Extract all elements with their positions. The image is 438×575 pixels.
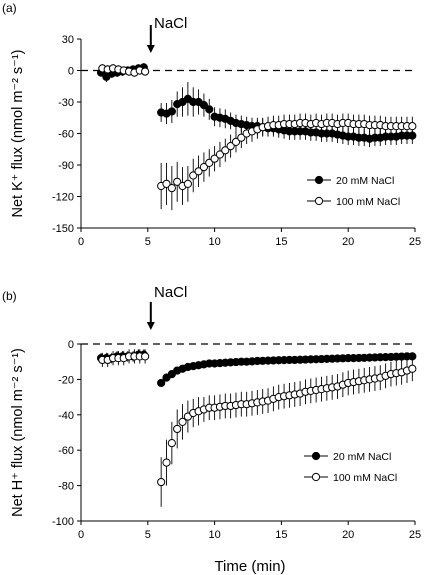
data-point [178,417,187,426]
y-tick-label: -60 [58,129,74,141]
data-point [173,177,182,186]
data-point [141,352,150,361]
y-tick-label: -150 [52,223,74,235]
down-arrow-icon [146,322,155,330]
nacl-annotation: NaCl [154,15,187,32]
y-tick-label: -90 [58,160,74,172]
data-point [221,146,230,155]
legend-label: 20 mM NaCl [333,451,391,463]
data-point [194,167,203,176]
data-point [210,154,219,163]
data-point [173,424,182,434]
y-tick-label: -80 [58,481,74,493]
data-point [408,364,417,373]
x-tick-label: 20 [342,529,354,541]
data-point [157,477,166,487]
data-point [237,133,246,142]
data-point [167,107,176,116]
nacl-annotation: NaCl [154,284,187,301]
data-point [167,184,176,193]
data-point [408,352,417,361]
points-100mm [98,352,417,487]
data-point [199,163,209,172]
y-tick-label: 30 [62,34,74,46]
x-axis-label: Time (min) [214,558,285,575]
x-tick-label: 10 [208,529,220,541]
x-tick-label: 15 [275,529,287,541]
y-tick-label: -120 [52,192,74,204]
y-axis-label: Net K⁺ flux (nmol m⁻² s⁻¹) [10,50,26,218]
x-tick-label: 0 [78,529,84,541]
y-tick-label: -100 [52,516,74,528]
points-100mm [98,64,417,193]
panel-b: (b) 0 -20 -40 -60 -80 -100 0 5 10 15 20 25 Net H⁺ flu… [2,284,421,575]
x-tick-label: 25 [409,529,421,541]
legend-label: 20 mM NaCl [336,175,394,187]
y-tick-label: 0 [68,339,74,351]
data-point [205,158,214,167]
panel-a: (a) 30 0 -30 -60 -90 -120 -150 0 5 10 15 20 25 Net K⁺ … [2,1,421,248]
legend: 20 mM NaCl 100 mM NaCl [304,451,397,484]
data-point [231,137,241,146]
y-axis-label: Net H⁺ flux (nmol m⁻² s⁻¹) [10,348,26,517]
panel-label: (b) [2,289,17,303]
data-point [408,122,417,131]
legend: 20 mM NaCl 100 mM NaCl [307,175,400,208]
data-point [157,378,166,388]
legend-marker [311,451,321,461]
x-tick-label: 20 [342,236,354,248]
x-tick-label: 5 [145,236,151,248]
data-point [183,179,192,188]
legend-marker [311,472,321,482]
y-tick-label: -30 [58,97,74,109]
data-point [215,150,225,159]
legend-label: 100 mM NaCl [336,196,400,208]
data-point [199,101,209,110]
x-tick-label: 10 [208,236,220,248]
legend-marker [314,175,324,185]
x-tick-label: 5 [145,529,151,541]
y-tick-label: -60 [58,445,74,457]
legend-marker [314,196,324,206]
data-point [162,458,171,467]
data-point [167,439,176,448]
panel-label: (a) [2,1,17,15]
data-point [408,131,417,140]
x-tick-label: 25 [409,236,421,248]
data-point [205,105,214,114]
y-tick-label: -40 [58,410,74,422]
x-tick-label: 0 [78,236,84,248]
down-arrow-icon [146,45,155,53]
data-point [141,67,150,76]
data-point [189,171,198,180]
y-tick-label: 0 [68,66,74,78]
x-tick-label: 15 [275,236,287,248]
data-point [226,142,235,151]
legend-label: 100 mM NaCl [333,472,397,484]
y-tick-label: -20 [58,374,74,386]
data-point [162,179,171,188]
